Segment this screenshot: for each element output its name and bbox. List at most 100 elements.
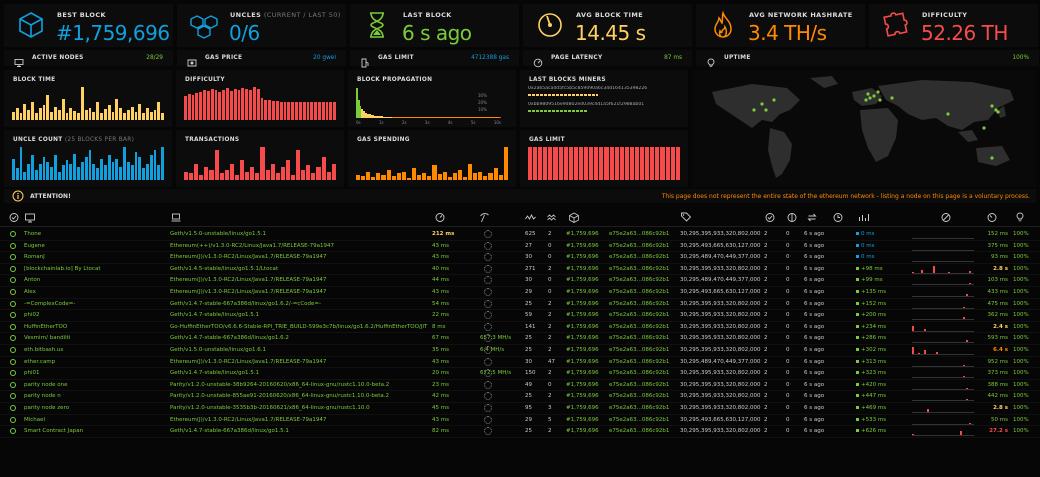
attention-banner: ATTENTION! This page does not represent … xyxy=(4,189,1036,203)
node-name[interactable]: Thone xyxy=(24,231,42,237)
node-location-marker[interactable] xyxy=(872,94,876,98)
node-location-marker[interactable] xyxy=(772,98,776,102)
node-name[interactable]: parity node zero xyxy=(24,404,70,411)
pin-node-icon[interactable] xyxy=(484,357,492,366)
clock-icon[interactable] xyxy=(832,212,844,223)
pending-icon[interactable] xyxy=(546,212,558,223)
table-row[interactable]: Eugene Ethereum(++)/v1.3.0-RC2/Linux/Java… xyxy=(0,241,1040,253)
propagation-icon[interactable] xyxy=(858,212,870,223)
node-name[interactable]: RomanJ xyxy=(24,254,45,261)
node-name[interactable]: parity node one xyxy=(24,381,68,388)
pin-node-icon[interactable] xyxy=(484,380,492,389)
node-location-marker[interactable] xyxy=(994,108,998,112)
pin-node-icon[interactable] xyxy=(484,392,492,401)
pin-node-icon[interactable] xyxy=(484,322,492,331)
node-name[interactable]: Eugene xyxy=(24,242,45,249)
propagation-bar xyxy=(444,117,447,118)
node-location-marker[interactable] xyxy=(760,102,764,106)
table-row[interactable]: phi01 Geth/v1.4.7-stable/linux/go1.5.1 20 … xyxy=(0,368,1040,380)
laptop-icon[interactable] xyxy=(170,212,182,223)
node-location-marker[interactable] xyxy=(878,98,882,102)
table-row[interactable]: [blockchainlab.io] By Ltocat Geth/v1.4.5-… xyxy=(0,264,1040,276)
node-name[interactable]: Smart Contract Japan xyxy=(24,428,84,435)
transactions-icon[interactable] xyxy=(806,212,818,223)
node-name[interactable]: Anton xyxy=(24,277,41,284)
tag-icon[interactable] xyxy=(680,212,692,223)
node-propagation: +323 ms xyxy=(861,370,887,377)
table-row[interactable]: ether.camp Ethereum(J)/v1.3.0-RC2/Linux/J… xyxy=(0,357,1040,369)
node-location-marker[interactable] xyxy=(764,108,768,112)
node-last-block: 6 s ago xyxy=(804,428,825,435)
node-location-marker[interactable] xyxy=(996,110,1000,114)
bar xyxy=(310,102,314,120)
check-icon[interactable] xyxy=(8,212,20,223)
table-row[interactable]: parity node one Parity/v1.2.0-unstable-38… xyxy=(0,380,1040,392)
node-name[interactable]: Michael xyxy=(24,416,46,423)
node-name[interactable]: HuffinEtherTOO xyxy=(24,323,68,330)
node-location-marker[interactable] xyxy=(876,90,880,94)
node-name[interactable]: [blockchainlab.io] By Ltocat xyxy=(24,265,101,272)
node-name[interactable]: eth.bitbash.us xyxy=(24,346,64,353)
pin-node-icon[interactable] xyxy=(484,230,492,238)
table-row[interactable]: eth.bitbash.us Geth/v1.5.0-unstable/linux… xyxy=(0,345,1040,357)
pin-node-icon[interactable] xyxy=(484,369,492,378)
table-row[interactable]: Michael Ethereum(J)/v1.3.0-RC2/Linux/Java… xyxy=(0,415,1040,427)
pin-node-icon[interactable] xyxy=(484,253,492,262)
pin-node-icon[interactable] xyxy=(484,403,492,412)
pin-node-icon[interactable] xyxy=(484,241,492,250)
node-location-marker[interactable] xyxy=(868,96,872,100)
pin-node-icon[interactable] xyxy=(484,264,492,273)
pin-node-icon[interactable] xyxy=(484,345,492,354)
block-cube-icon[interactable] xyxy=(568,212,580,223)
pin-node-icon[interactable] xyxy=(484,299,492,308)
node-name[interactable]: phi01 xyxy=(24,370,40,377)
node-location-marker[interactable] xyxy=(752,108,756,112)
node-name[interactable]: Alex xyxy=(24,288,36,295)
table-row[interactable]: Anton Ethereum(J)/v1.3.0-RC2/Linux/Java1.… xyxy=(0,275,1040,287)
pin-node-icon[interactable] xyxy=(484,427,492,436)
table-row[interactable]: Vesmirn/ bandiiti Geth/v1.4.7-stable-667a… xyxy=(0,333,1040,345)
pin-node-icon[interactable] xyxy=(484,334,492,343)
uptime-icon[interactable] xyxy=(986,212,998,223)
desktop-icon[interactable] xyxy=(24,212,36,223)
bar xyxy=(457,170,462,180)
table-row[interactable]: -=ComplexCode=- Geth/v1.4.7-stable-667a38… xyxy=(0,299,1040,311)
pin-node-icon[interactable] xyxy=(484,287,492,296)
uncle-icon[interactable] xyxy=(786,212,798,223)
latency-icon[interactable] xyxy=(434,212,446,223)
node-location-marker[interactable] xyxy=(982,126,986,130)
propagation-history xyxy=(912,358,974,367)
bar xyxy=(264,100,268,120)
propagation-bar xyxy=(452,117,454,118)
pin-node-icon[interactable] xyxy=(484,415,492,424)
node-name[interactable]: ether.camp xyxy=(24,358,56,365)
table-row[interactable]: Smart Contract Japan Geth/v1.4.7-stable-6… xyxy=(0,426,1040,438)
node-location-marker[interactable] xyxy=(946,112,950,116)
node-location-marker[interactable] xyxy=(990,156,994,160)
info-icon xyxy=(12,190,24,202)
node-block-hash: e75e2a63...086c92b1 xyxy=(609,335,670,342)
node-location-marker[interactable] xyxy=(990,104,994,108)
node-location-marker[interactable] xyxy=(864,98,868,102)
table-row[interactable]: Thone Geth/v1.5.0-unstable/linux/go1.5.1 2… xyxy=(0,229,1040,241)
node-location-marker[interactable] xyxy=(866,92,870,96)
average-icon[interactable] xyxy=(940,212,952,223)
node-name[interactable]: Vesmirn/ bandiiti xyxy=(24,335,71,342)
lightbulb-icon[interactable] xyxy=(1014,212,1026,223)
pickaxe-icon[interactable] xyxy=(478,212,490,223)
peers-icon[interactable] xyxy=(524,212,536,223)
table-row[interactable]: RomanJ Ethereum(J)/v1.3.0-RC2/Linux/Java1… xyxy=(0,252,1040,264)
table-row[interactable]: Alex Ethereum(J)/v1.3.0-RC2/Linux/Java1.7… xyxy=(0,287,1040,299)
table-row[interactable]: HuffinEtherTOO Go-HuffinEtherTOO/v6.6.6-S… xyxy=(0,322,1040,334)
node-location-marker[interactable] xyxy=(890,96,894,100)
table-row[interactable]: parity node n Parity/v1.2.0-unstable-855a… xyxy=(0,391,1040,403)
node-uptime: 100% xyxy=(1013,323,1029,330)
node-name[interactable]: -=ComplexCode=- xyxy=(24,300,76,307)
pin-node-icon[interactable] xyxy=(484,276,492,285)
node-name[interactable]: phi02 xyxy=(24,312,40,319)
pin-node-icon[interactable] xyxy=(484,311,492,320)
check-icon[interactable] xyxy=(764,212,776,223)
table-row[interactable]: parity node zero Parity/v1.2.0-unstable-3… xyxy=(0,403,1040,415)
node-name[interactable]: parity node n xyxy=(24,393,61,400)
table-row[interactable]: phi02 Geth/v1.4.7-stable/linux/go1.5.1 22 … xyxy=(0,310,1040,322)
